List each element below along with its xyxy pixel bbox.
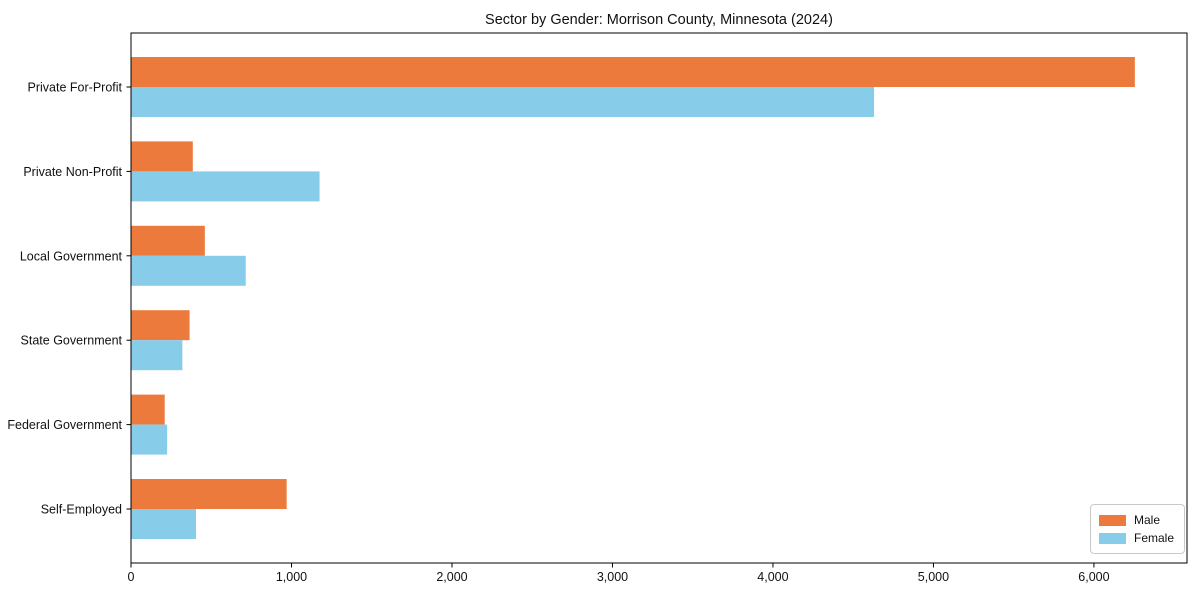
bar-male-federal-government: [131, 394, 165, 425]
x-tick-label-4000: 4,000: [757, 570, 788, 584]
male-series-swatch: [1099, 514, 1126, 526]
plot-border: [130, 32, 1188, 564]
bar-male-local-government: [131, 225, 205, 256]
category-label-federal-government: Federal Government: [7, 418, 122, 432]
bar-male-self-employed: [131, 479, 287, 509]
legend-item-female: Female: [1099, 529, 1174, 547]
bar-female-private-non-profit: [131, 171, 320, 202]
legend: Male Female: [1090, 504, 1186, 554]
category-label-self-employed: Self-Employed: [41, 503, 122, 517]
x-tick-label-0: 0: [128, 570, 135, 584]
legend-label-female: Female: [1134, 531, 1175, 545]
bar-female-private-for-profit: [131, 87, 875, 117]
bar-female-self-employed: [131, 509, 196, 539]
legend-label-male: Male: [1134, 513, 1161, 527]
bar-male-private-for-profit: [131, 57, 1135, 87]
female-series-swatch: [1099, 532, 1126, 544]
x-tick-label-5000: 5,000: [918, 570, 949, 584]
chart-title: Sector by Gender: Morrison County, Minne…: [485, 12, 833, 28]
category-label-private-non-profit: Private Non-Profit: [23, 165, 122, 179]
legend-item-male: Male: [1099, 511, 1174, 529]
category-label-state-government: State Government: [21, 334, 123, 348]
bar-female-federal-government: [131, 424, 168, 455]
bar-female-local-government: [131, 255, 246, 286]
bar-female-state-government: [131, 340, 183, 371]
bar-male-private-non-profit: [131, 141, 193, 172]
x-tick-label-2000: 2,000: [436, 570, 467, 584]
x-tick-label-3000: 3,000: [597, 570, 628, 584]
category-label-local-government: Local Government: [20, 249, 123, 263]
bar-male-state-government: [131, 310, 190, 341]
category-label-private-for-profit: Private For-Profit: [28, 81, 123, 95]
x-tick-label-6000: 6,000: [1078, 570, 1109, 584]
x-tick-label-1000: 1,000: [276, 570, 307, 584]
